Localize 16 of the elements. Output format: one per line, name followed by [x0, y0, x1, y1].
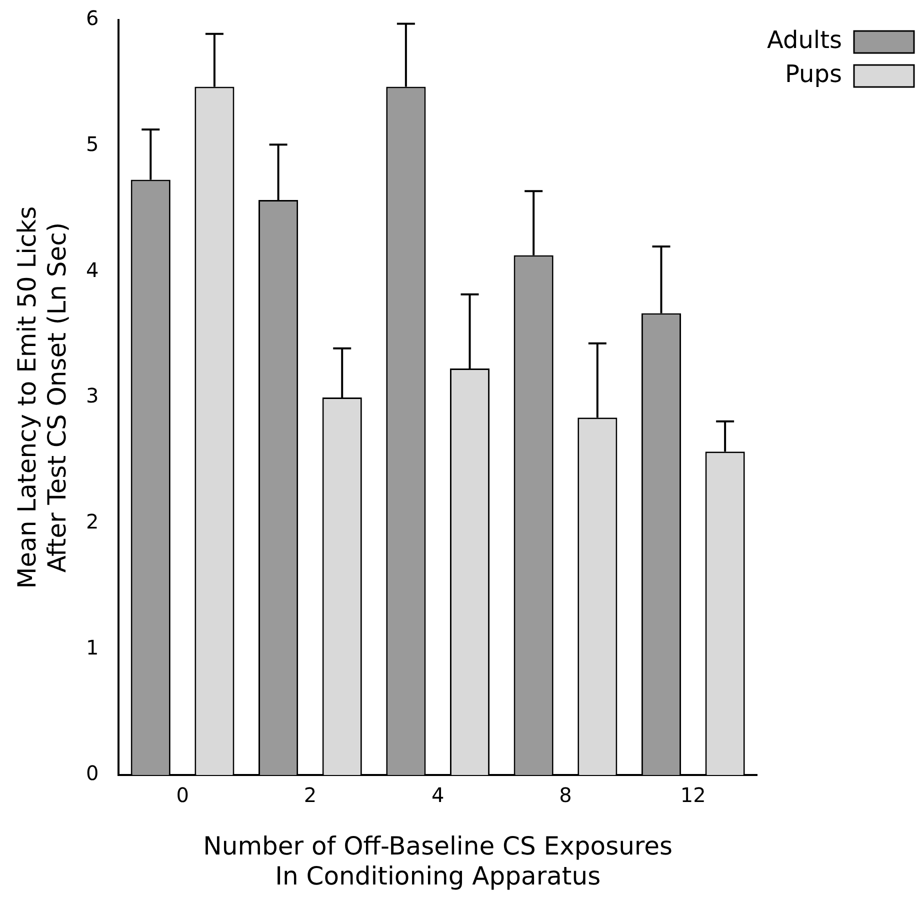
x-tick-label: 2: [304, 783, 317, 808]
x-tick-label: 12: [680, 783, 706, 808]
x-axis-title: Number of Off-Baseline CS Exposures In Conditioning Apparatus: [203, 832, 673, 890]
legend-label: Adults: [766, 26, 842, 54]
y-tick-label: 6: [86, 6, 99, 30]
y-tick-label: 0: [86, 761, 99, 786]
y-axis-title: Mean Latency to Emit 50 Licks After Test CS Onset (Ln Sec): [12, 206, 72, 589]
y-tick-label: 2: [86, 510, 99, 534]
y-tick-label: 3: [86, 384, 99, 408]
y-tick-label: 4: [86, 258, 99, 282]
x-tick-label: 0: [176, 783, 189, 808]
y-tick-label: 5: [86, 132, 99, 156]
y-tick-label: 1: [86, 635, 99, 660]
x-tick-label: 8: [559, 783, 572, 808]
legend-label: Pups: [785, 60, 842, 88]
x-tick-label: 4: [431, 783, 444, 808]
